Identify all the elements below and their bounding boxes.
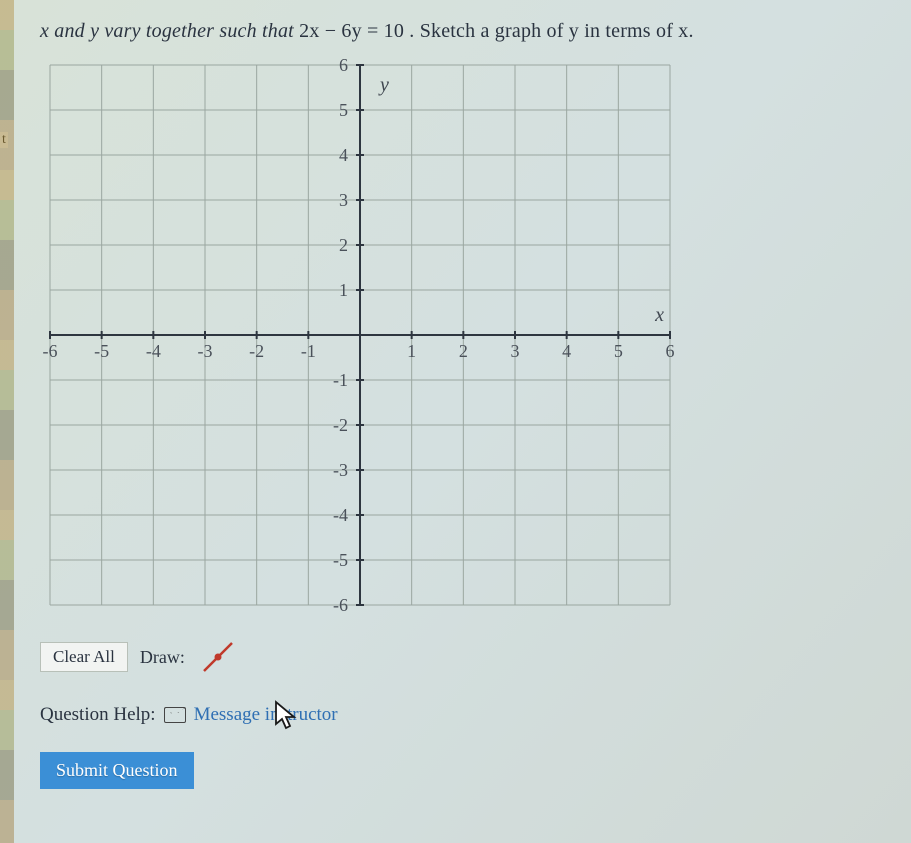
svg-text:x: x [654,304,664,326]
svg-text:1: 1 [407,341,416,361]
submit-question-button[interactable]: Submit Question [40,752,194,789]
svg-text:2: 2 [459,341,468,361]
cartesian-grid[interactable]: -6-5-4-3-2-1123456-6-5-4-3-2-1123456xy [40,55,680,615]
left-decorative-strip [0,0,14,843]
svg-text:-2: -2 [249,341,264,361]
clear-all-button[interactable]: Clear All [40,642,128,672]
mail-icon [164,707,186,723]
message-instructor-text: Message instructor [194,704,338,725]
graph-canvas[interactable]: -6-5-4-3-2-1123456-6-5-4-3-2-1123456xy [40,55,871,620]
problem-statement: x and y vary together such that 2x − 6y … [40,20,871,43]
svg-text:-3: -3 [198,341,213,361]
help-prefix: Question Help: [40,704,156,726]
sidebar-fragment: t [0,132,8,148]
svg-text:3: 3 [511,341,520,361]
svg-text:y: y [378,74,389,96]
svg-text:6: 6 [339,55,348,75]
svg-text:6: 6 [666,341,675,361]
svg-text:-6: -6 [43,341,58,361]
svg-text:-2: -2 [333,415,348,435]
svg-text:4: 4 [339,145,348,165]
svg-text:4: 4 [562,341,571,361]
svg-text:3: 3 [339,190,348,210]
problem-prefix: x and y vary together such that [40,20,299,42]
message-instructor-link[interactable]: Message instructor [194,704,338,726]
draw-tool-line[interactable] [197,636,239,678]
draw-controls: Clear All Draw: [40,636,871,678]
svg-text:5: 5 [339,100,348,120]
draw-label: Draw: [140,647,185,668]
svg-text:1: 1 [339,280,348,300]
line-tool-icon [198,637,238,677]
svg-text:-3: -3 [333,460,348,480]
problem-suffix: . Sketch a graph of y in terms of x. [409,20,693,42]
svg-text:-4: -4 [146,341,161,361]
svg-text:2: 2 [339,235,348,255]
svg-text:-1: -1 [333,370,348,390]
question-help-row: Question Help: Message instructor [40,704,871,726]
svg-text:5: 5 [614,341,623,361]
svg-text:-1: -1 [301,341,316,361]
svg-text:-5: -5 [333,550,348,570]
svg-text:-4: -4 [333,505,348,525]
problem-equation: 2x − 6y = 10 [299,20,404,42]
svg-text:-5: -5 [94,341,109,361]
svg-text:-6: -6 [333,595,348,615]
